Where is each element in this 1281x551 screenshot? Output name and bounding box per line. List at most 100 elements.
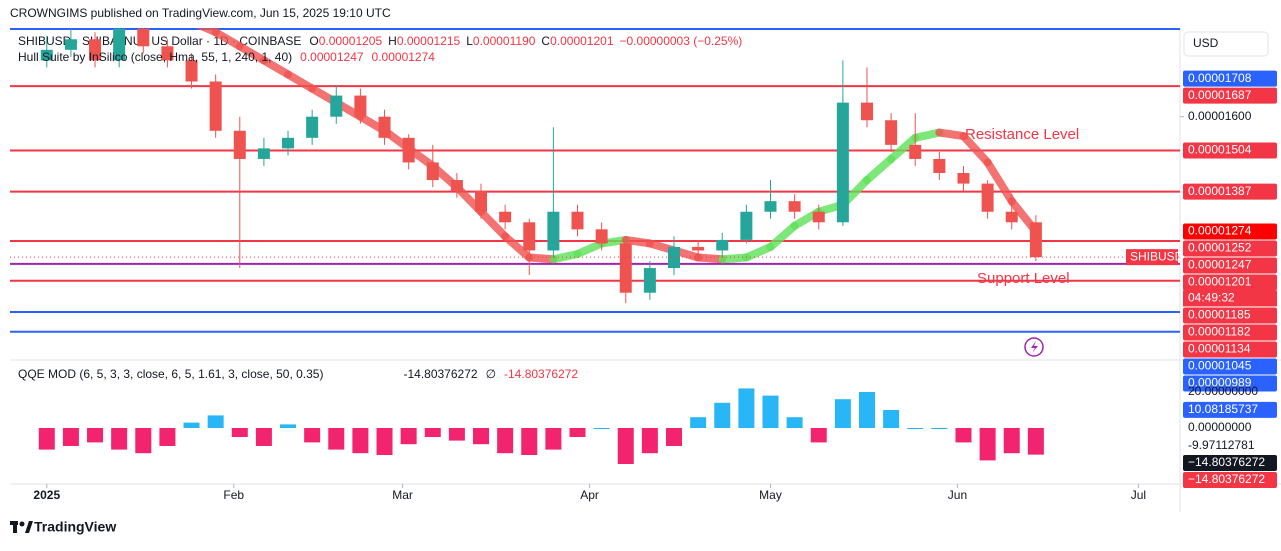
candle-body [161,46,174,61]
histogram-bar [159,428,176,446]
histogram-bar [400,428,417,445]
histogram-bar [376,428,393,455]
histogram-bar [280,424,297,429]
legend: SHIBUSD · SHIBA INU / US Dollar · 1D · C… [18,34,301,48]
ohlc-value: 0.00001201 [550,34,614,48]
indicator-tag-label: -9.97112781 [1188,438,1255,452]
footer-logo: TradingView [34,519,116,535]
hull-name: Hull Suite by InSilico (close, Hma, 55, … [18,50,292,64]
hull-segment [211,28,244,51]
price-tag-label: 0.00001387 [1188,184,1252,198]
indicator-tag-label: −14.80376272 [1188,472,1265,486]
histogram-bar [207,415,224,429]
hull-segment [862,154,896,185]
hull-segment [259,56,293,79]
candle-body [643,268,656,293]
histogram-bar [1027,428,1044,455]
price-tag [1183,375,1277,392]
price-tag [1183,70,1277,87]
alert-icon[interactable] [1024,337,1044,357]
price-tag-label: 0.00000989 [1188,376,1252,390]
candle-body [595,229,608,244]
candle-body [836,102,849,223]
hull-segment [742,242,775,262]
histogram-bar [111,428,128,450]
x-tick-label: Jun [948,488,967,502]
logo-mark [19,521,25,527]
alert-bolt [1031,341,1038,353]
indicator-tag [1183,437,1277,454]
histogram-bar [304,428,321,443]
candle-body [692,246,705,251]
candle-body [860,102,873,121]
currency-button[interactable] [1183,31,1269,57]
x-tick-label: Mar [392,488,413,502]
histogram-bar [569,428,586,437]
currency-label: USD [1193,36,1219,50]
indicator-value: ∅ [486,367,496,381]
histogram-bar [497,428,514,454]
hull-segment [718,253,751,264]
histogram-bar [714,402,731,429]
hull-segment [477,207,510,241]
candle-body [1005,211,1018,223]
candle-body [64,39,77,50]
price-tag-label: 0.00001201 [1188,275,1252,289]
candle-body [764,201,777,212]
price-tag [1183,223,1277,240]
histogram-bar [255,428,272,446]
price-tag-label: 0.00001252 [1188,241,1252,255]
histogram-bar [738,388,755,429]
price-tag [1183,274,1277,291]
histogram-bar [834,399,851,429]
histogram-bar [666,428,683,446]
countdown: 04:49:32 [1188,291,1235,305]
histogram-bar [690,417,707,429]
price-tag-label: 0.00001045 [1188,359,1252,373]
indicator-tag-label: 10.08185737 [1188,402,1258,416]
candle-body [185,60,198,82]
histogram-bar [617,428,634,464]
candle-body [137,28,150,47]
price-tag-label: 0.00001504 [1188,143,1252,157]
indicator-tick-label: 20.00000000 [1188,384,1258,398]
histogram-bar [62,428,79,446]
price-tag-label: 0.00001247 [1188,258,1252,272]
candle-body [523,222,536,251]
price-tag [1183,324,1277,341]
histogram-bar [810,428,827,443]
candle-body [812,211,825,223]
change: −0.00000003 (−0.25%) [620,34,743,48]
hull-segment [621,235,654,248]
indicator-tag [1183,454,1277,471]
candle-body [378,116,391,138]
ohlc-value: 0.00001215 [397,34,461,48]
x-tick-label: Apr [580,488,599,502]
histogram-bar [931,428,948,430]
candle-body [282,137,295,149]
histogram-bar [593,428,610,430]
indicator-value: -14.80376272 [504,367,578,381]
candle-body [233,130,246,159]
hull-segment [959,132,992,167]
price-tag [1183,183,1277,200]
symbol-title: SHIBUSD · SHIBA INU / US Dollar · 1D · C… [18,34,301,48]
histogram-bar [762,395,779,429]
indicator-tick-label: 0.00000000 [1188,420,1252,434]
candle-body [402,137,415,163]
candle-body [547,211,560,251]
hull-segment [501,232,534,262]
ohlc-value: 0.00001205 [319,34,383,48]
price-tag-label: 0.00001134 [1188,342,1251,356]
symbol-tag [1126,249,1178,266]
histogram-bar [955,428,972,443]
histogram-bar [979,428,996,461]
histogram-bar [183,422,200,429]
price-tag-label: 0.00001185 [1188,308,1251,322]
candle-body [257,148,270,159]
histogram-bar [328,428,345,450]
logo-mark [25,521,33,533]
price-tag [1183,358,1277,375]
price-tag [1183,341,1277,358]
